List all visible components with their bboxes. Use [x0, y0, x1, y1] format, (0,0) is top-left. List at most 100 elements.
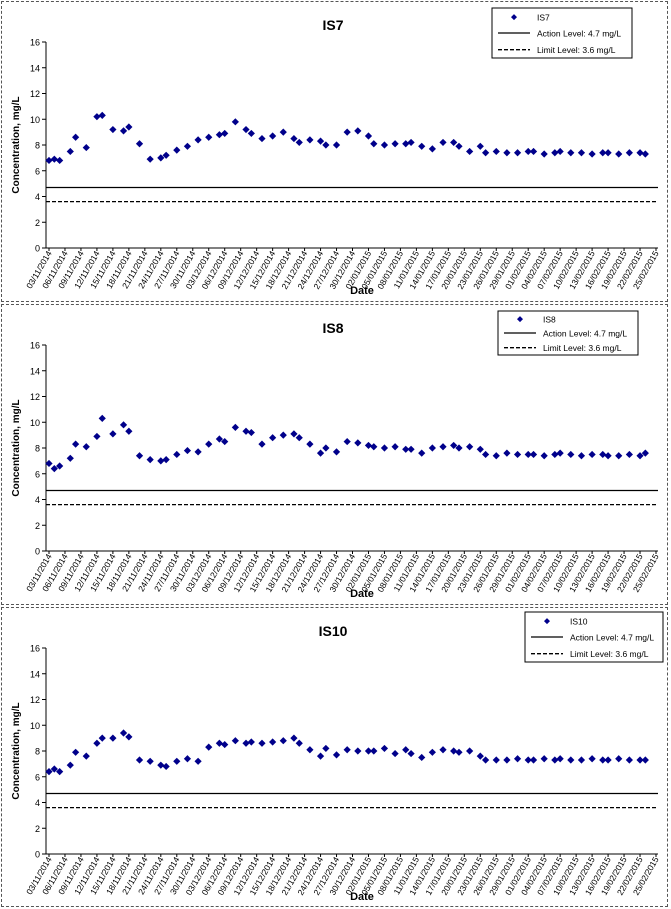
y-tick-label: 12	[30, 392, 40, 402]
data-point	[615, 452, 623, 460]
chart-title: IS7	[322, 17, 343, 33]
y-tick-label: 10	[30, 115, 40, 125]
data-point	[391, 749, 399, 758]
y-tick-label: 10	[30, 721, 40, 731]
data-point	[482, 450, 490, 459]
data-point	[364, 747, 373, 755]
data-point	[524, 450, 532, 459]
data-point	[157, 457, 165, 465]
data-point	[513, 755, 522, 763]
y-tick-label: 12	[30, 695, 40, 705]
data-point	[258, 440, 266, 448]
data-point	[279, 431, 287, 439]
data-point	[242, 739, 250, 747]
data-point	[524, 147, 532, 156]
data-point	[529, 147, 538, 156]
data-point	[492, 147, 500, 156]
data-point	[45, 459, 53, 468]
data-point	[450, 138, 458, 147]
data-point	[567, 450, 575, 459]
data-point	[306, 440, 314, 448]
data-point	[242, 125, 250, 134]
data-point	[322, 141, 330, 149]
data-point	[418, 449, 426, 457]
legend-label-series: IS10	[570, 617, 588, 627]
data-point	[428, 145, 436, 153]
data-point	[482, 756, 490, 764]
y-tick-label: 8	[35, 141, 40, 151]
chart-panel-is7: IS7 0 2 4 6 8 10 12 14 16 Concentration, mg/L 03/11…	[1, 1, 668, 302]
legend-marker-diamond	[517, 316, 523, 323]
data-point	[529, 450, 538, 459]
legend-label-limit-level: Limit Level: 3.6 mg/L	[543, 343, 622, 353]
legend-label-limit-level: Limit Level: 3.6 mg/L	[537, 45, 616, 55]
data-point	[380, 141, 389, 149]
data-point	[231, 423, 239, 431]
data-point	[98, 414, 106, 422]
legend-label-action-level: Action Level: 4.7 mg/L	[543, 329, 627, 339]
data-point	[577, 149, 586, 157]
data-point	[231, 118, 239, 126]
data-point	[492, 756, 500, 764]
data-point	[364, 132, 373, 140]
data-point	[364, 441, 373, 450]
data-point	[599, 756, 607, 764]
data-point	[119, 729, 128, 737]
data-point	[93, 113, 101, 121]
data-point	[316, 752, 325, 760]
data-point	[258, 739, 266, 747]
data-point	[551, 450, 559, 459]
data-point	[476, 752, 484, 760]
data-point	[482, 149, 490, 157]
data-point	[407, 138, 415, 147]
data-point	[72, 133, 80, 141]
data-point	[567, 149, 575, 157]
data-point	[450, 441, 458, 450]
data-point	[354, 439, 362, 447]
data-point	[354, 747, 362, 755]
data-point	[503, 449, 511, 457]
legend-marker-diamond	[544, 618, 550, 625]
data-point	[439, 443, 447, 451]
data-point	[125, 733, 133, 741]
y-tick-label: 2	[35, 521, 40, 531]
data-point	[173, 450, 181, 459]
data-point	[641, 756, 649, 764]
data-point	[615, 755, 623, 763]
data-point	[146, 757, 154, 765]
data-point	[306, 136, 314, 144]
data-point	[455, 142, 463, 150]
data-point	[343, 128, 351, 136]
data-point	[332, 751, 341, 759]
data-point	[407, 749, 415, 758]
y-axis-label: Concentration, mg/L	[11, 399, 22, 496]
data-point	[215, 131, 223, 139]
data-point	[231, 737, 239, 745]
y-tick-label: 14	[30, 669, 40, 679]
data-point	[109, 734, 117, 742]
y-tick-label: 6	[35, 166, 40, 176]
data-point	[66, 147, 74, 156]
data-point	[540, 755, 548, 763]
data-point	[588, 150, 596, 158]
data-point	[50, 155, 58, 163]
y-tick-label: 16	[30, 38, 40, 48]
data-point	[402, 746, 410, 754]
data-point	[93, 432, 101, 441]
data-point	[551, 149, 559, 157]
data-point	[135, 452, 144, 460]
data-point	[556, 755, 564, 763]
data-point	[119, 421, 128, 429]
data-point	[146, 455, 154, 464]
data-point	[599, 450, 607, 459]
data-point	[391, 140, 399, 148]
data-point	[439, 138, 447, 147]
y-tick-label: 16	[30, 341, 40, 351]
data-point	[183, 446, 192, 455]
y-tick-label: 14	[30, 366, 40, 376]
legend-label-series: IS7	[537, 13, 550, 23]
data-point	[205, 133, 213, 141]
y-axis-label: Concentration, mg/L	[11, 96, 22, 193]
data-point	[466, 747, 474, 755]
